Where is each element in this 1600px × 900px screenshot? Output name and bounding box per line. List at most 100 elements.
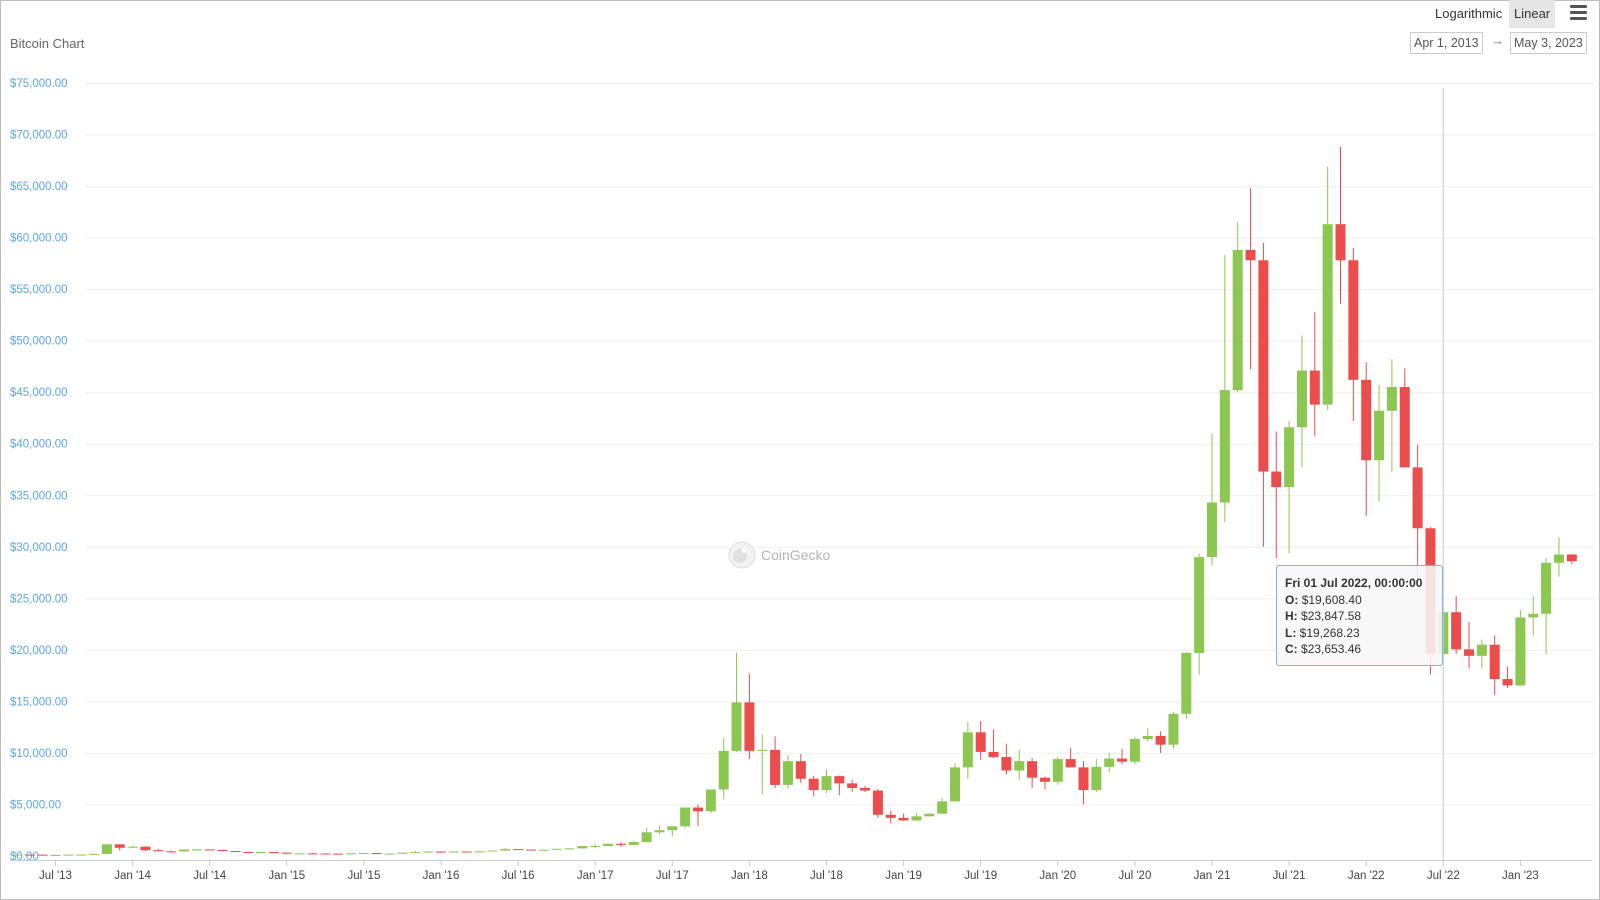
candle[interactable] <box>564 848 575 850</box>
candle[interactable] <box>243 851 254 854</box>
candle[interactable] <box>937 798 948 814</box>
candle[interactable] <box>770 736 781 788</box>
candle[interactable] <box>731 652 742 752</box>
candle[interactable] <box>1374 384 1385 502</box>
candle[interactable] <box>898 813 909 821</box>
candle[interactable] <box>911 812 922 821</box>
candle[interactable] <box>1052 757 1063 785</box>
candle[interactable] <box>153 848 164 852</box>
candle[interactable] <box>1476 639 1487 669</box>
candle[interactable] <box>975 720 986 761</box>
candle[interactable] <box>1541 558 1552 654</box>
candle[interactable] <box>513 848 524 851</box>
candle[interactable] <box>757 734 768 795</box>
candle[interactable] <box>1553 537 1564 577</box>
candle[interactable] <box>127 845 138 848</box>
candles[interactable] <box>11 146 1577 856</box>
candle[interactable] <box>525 849 536 851</box>
candle[interactable] <box>847 779 858 793</box>
candle[interactable] <box>281 852 292 855</box>
candle[interactable] <box>1091 759 1102 793</box>
candle[interactable] <box>76 854 87 856</box>
candle[interactable] <box>782 754 793 790</box>
candle[interactable] <box>872 789 883 818</box>
candle[interactable] <box>179 849 189 852</box>
candle[interactable] <box>860 785 871 793</box>
candle[interactable] <box>191 848 202 851</box>
candle[interactable] <box>1129 737 1140 765</box>
candle[interactable] <box>1232 222 1243 393</box>
candle[interactable] <box>410 850 421 854</box>
candle[interactable] <box>615 842 626 847</box>
candle[interactable] <box>217 849 228 852</box>
candle[interactable] <box>204 849 215 851</box>
candle[interactable] <box>1399 368 1410 468</box>
candle[interactable] <box>1386 359 1397 472</box>
candle[interactable] <box>1489 635 1500 696</box>
candle[interactable] <box>1258 242 1269 547</box>
linear-scale-button[interactable]: Linear <box>1509 0 1556 28</box>
candle[interactable] <box>24 854 35 856</box>
candle[interactable] <box>384 853 395 855</box>
candle[interactable] <box>1142 728 1153 742</box>
candle[interactable] <box>1104 752 1115 773</box>
candle[interactable] <box>603 843 614 847</box>
candle[interactable] <box>1027 758 1038 788</box>
candle[interactable] <box>358 852 369 855</box>
hamburger-menu-icon[interactable] <box>1570 5 1587 20</box>
candle[interactable] <box>924 813 935 817</box>
candle[interactable] <box>268 851 279 854</box>
candle[interactable] <box>114 844 125 851</box>
candle[interactable] <box>821 768 832 794</box>
candle[interactable] <box>1117 748 1128 765</box>
candle[interactable] <box>448 851 459 853</box>
candle[interactable] <box>1194 554 1205 675</box>
candle[interactable] <box>256 851 267 854</box>
candle[interactable] <box>795 753 806 783</box>
candle[interactable] <box>166 850 177 853</box>
candle[interactable] <box>1078 761 1089 805</box>
candle[interactable] <box>1039 776 1050 790</box>
candle[interactable] <box>89 853 100 855</box>
candle[interactable] <box>397 852 408 854</box>
candle[interactable] <box>1412 444 1423 581</box>
candle[interactable] <box>320 853 331 855</box>
candle[interactable] <box>1296 335 1307 468</box>
candle[interactable] <box>654 825 665 835</box>
candle[interactable] <box>705 789 716 814</box>
candle[interactable] <box>140 846 151 852</box>
candle[interactable] <box>50 854 61 856</box>
candle[interactable] <box>1207 433 1217 566</box>
candle[interactable] <box>885 810 896 824</box>
candle[interactable] <box>423 851 434 853</box>
candle[interactable] <box>577 845 588 849</box>
candle[interactable] <box>1451 596 1462 654</box>
candle[interactable] <box>37 854 48 856</box>
candle[interactable] <box>333 853 344 855</box>
candle[interactable] <box>950 763 960 802</box>
candle[interactable] <box>988 729 999 759</box>
candle[interactable] <box>11 853 22 856</box>
candle[interactable] <box>474 851 485 853</box>
candle[interactable] <box>1168 711 1179 749</box>
candle[interactable] <box>590 844 601 849</box>
candle[interactable] <box>230 850 241 853</box>
candle[interactable] <box>744 673 755 760</box>
candle[interactable] <box>1322 166 1333 410</box>
candle[interactable] <box>1528 596 1539 636</box>
candle[interactable] <box>1335 146 1346 304</box>
candle[interactable] <box>1309 311 1320 437</box>
candle[interactable] <box>1065 747 1076 768</box>
candle[interactable] <box>1219 255 1230 523</box>
candle[interactable] <box>1001 743 1012 775</box>
candle[interactable] <box>1284 421 1295 553</box>
candle[interactable] <box>538 849 549 851</box>
candle[interactable] <box>628 841 639 846</box>
candle[interactable] <box>834 775 845 796</box>
candle[interactable] <box>63 854 74 856</box>
candle[interactable] <box>962 722 973 779</box>
candle[interactable] <box>667 826 678 837</box>
candle[interactable] <box>461 851 472 853</box>
candle[interactable] <box>1155 731 1166 753</box>
